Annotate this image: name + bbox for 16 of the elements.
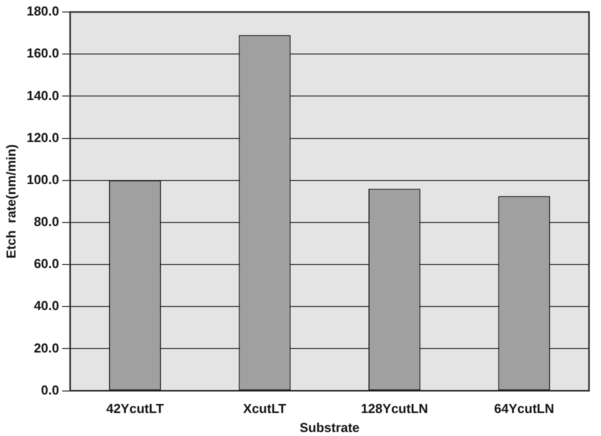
y-tick-label: 80.0 — [34, 214, 60, 230]
x-tick-label: 64YcutLN — [494, 401, 554, 416]
y-tick-label: 40.0 — [34, 298, 60, 314]
y-tick-label: 180.0 — [26, 4, 60, 19]
y-axis-title: Etch rate(nm/min) — [3, 144, 18, 258]
x-tick-label: 128YcutLN — [360, 401, 428, 416]
x-tick-label: XcutLT — [243, 401, 286, 416]
y-tick-label: 100.0 — [26, 172, 60, 187]
y-tick-label: 0.0 — [41, 382, 60, 398]
y-tick-label: 20.0 — [34, 340, 60, 356]
x-axis-title: Substrate — [300, 420, 360, 435]
y-tick-label: 140.0 — [26, 88, 60, 103]
x-tick-label: 42YcutLT — [106, 401, 164, 416]
y-tick-label: 120.0 — [26, 130, 60, 145]
y-tick-label: 160.0 — [26, 46, 60, 61]
y-tick-label: 60.0 — [34, 256, 60, 272]
